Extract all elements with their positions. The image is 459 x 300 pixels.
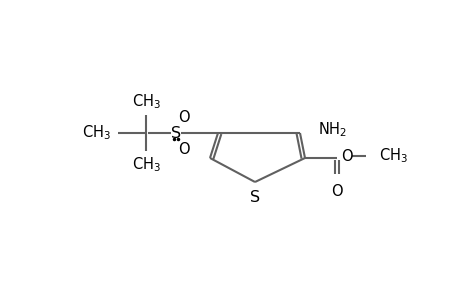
Text: CH$_3$: CH$_3$: [131, 92, 160, 111]
Text: S: S: [171, 125, 181, 140]
Text: CH$_3$: CH$_3$: [378, 147, 407, 165]
Text: O: O: [330, 184, 342, 199]
Text: O: O: [178, 110, 190, 124]
Text: O: O: [341, 148, 352, 164]
Text: NH$_2$: NH$_2$: [317, 121, 346, 139]
Text: S: S: [249, 190, 259, 205]
Text: O: O: [178, 142, 190, 157]
Text: CH$_3$: CH$_3$: [82, 124, 111, 142]
Text: CH$_3$: CH$_3$: [131, 155, 160, 174]
